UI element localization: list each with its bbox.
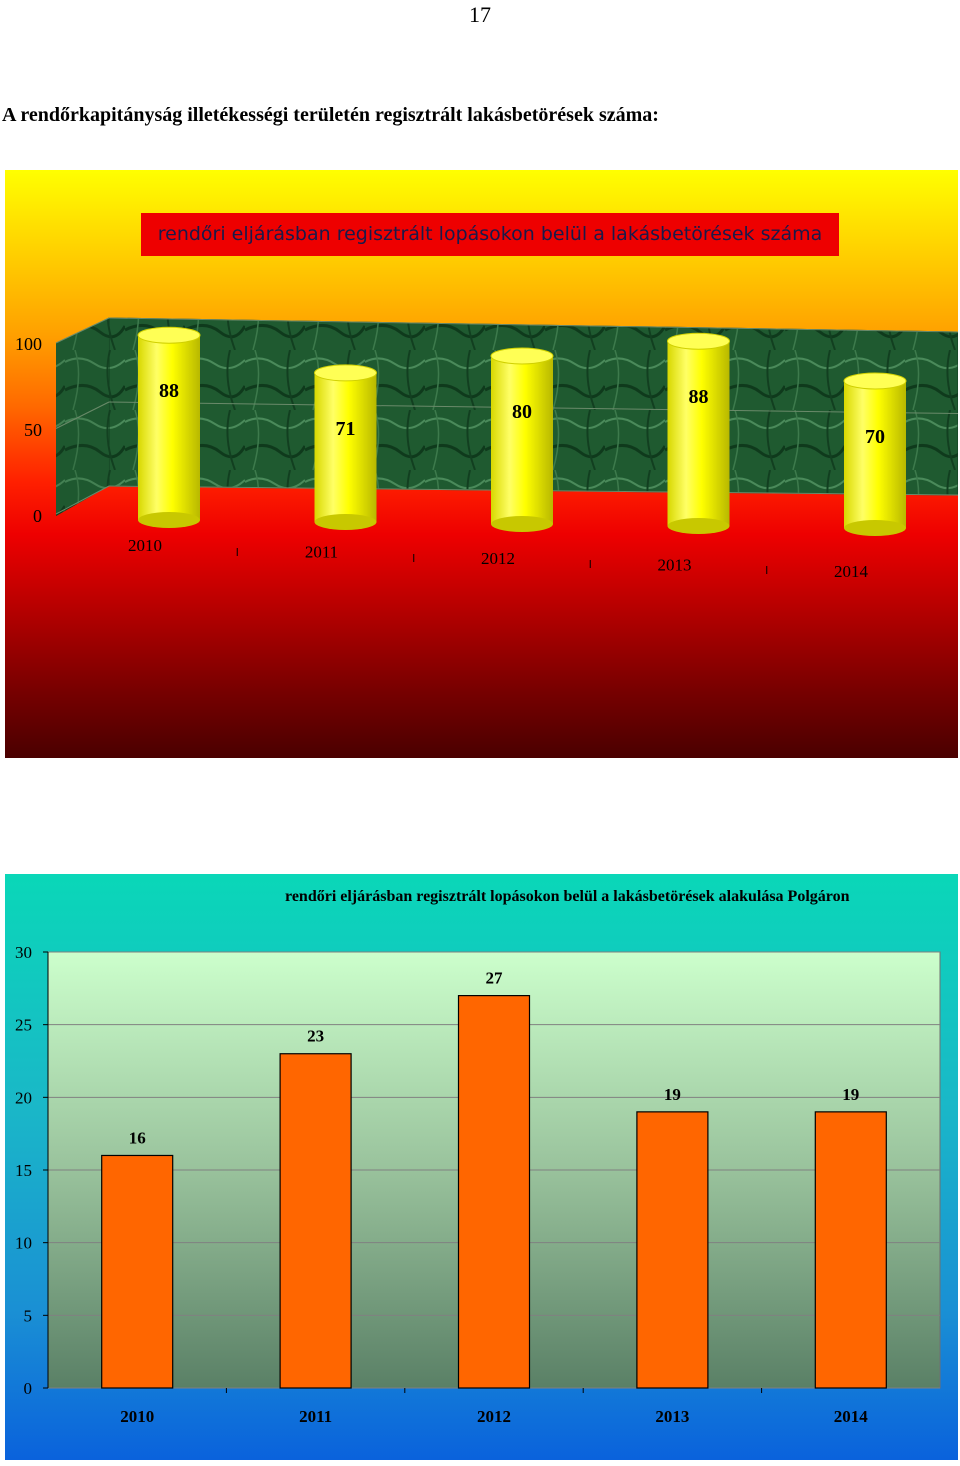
y-tick-label: 20 [15,1088,32,1107]
cylinder-top [314,364,377,382]
data-label: 80 [512,401,532,423]
cylinder-top [490,347,554,365]
cylinder-body [491,356,553,524]
y-tick-label: 30 [15,943,32,962]
y-tick-label: 15 [15,1161,32,1180]
cylinder-bar [314,364,377,530]
side-wall [56,318,109,516]
x-tick-label: 2010 [120,1407,154,1426]
cylinder-base [138,512,200,528]
cylinder-base [314,514,377,530]
y-tick-label: 50 [24,420,42,440]
data-label: 71 [336,418,356,440]
bar [101,1154,174,1389]
x-tick-label: 2010 [128,536,162,555]
y-tick-label: 10 [15,1234,32,1253]
cylinder-base [667,518,730,534]
gridline [55,485,110,515]
data-label: 88 [159,380,179,402]
cylinder-bar [843,372,907,536]
cylinder-bar [490,347,554,532]
bar [279,1053,352,1389]
data-label: 88 [689,386,709,408]
x-tick-label: 2014 [834,562,869,581]
y-tick-label: 0 [33,506,42,526]
cylinder-bar-chart: 0 50 100 88 2010 71 2011 80 2012 88 2013 70 2014 re… [5,170,958,758]
x-tick-label: 2013 [655,1407,689,1426]
gridline [55,401,110,429]
data-label: 16 [129,1128,146,1147]
gridline [108,317,958,333]
x-tick-label: 2011 [299,1407,332,1426]
cylinder-top [843,372,907,390]
cylinder-body [138,335,200,520]
y-tick-label: 5 [24,1306,33,1325]
cylinder-chart-canvas: 0 50 100 88 2010 71 2011 80 2012 88 2013 70 2014 [15,317,958,581]
gridline [55,317,110,344]
orange-bar-chart: 0 5 10 15 20 25 30 16 2010 23 2011 27 2012 19 2013 19 2… [5,874,958,1460]
cylinder-base [491,516,553,532]
bar-chart-canvas: 0 5 10 15 20 25 30 16 2010 23 2011 27 2012 19 2013 19 2… [15,943,941,1426]
x-tick-label: 2013 [658,556,692,575]
cylinder-body [667,341,730,526]
y-tick-label: 0 [24,1379,33,1398]
data-label: 27 [486,969,504,988]
x-tick-label: 2012 [477,1407,511,1426]
cylinder-top [137,326,201,344]
y-tick-label: 25 [15,1016,32,1035]
cylinder-bar [667,332,730,534]
x-tick-label: 2014 [834,1407,869,1426]
cylinder-base [844,520,906,536]
bar [636,1111,709,1389]
x-tick-label: 2012 [481,549,515,568]
chart-title: rendőri eljárásban regisztrált lopásokon… [285,888,850,905]
page-number: 17 [469,2,491,27]
bar [457,994,531,1389]
chart-title: rendőri eljárásban regisztrált lopásokon… [141,213,839,256]
bar [814,1111,887,1389]
cylinder-bar [137,326,201,528]
cylinder-body [314,372,377,522]
data-label: 19 [664,1085,681,1104]
data-label: 70 [865,426,885,448]
data-label: 23 [307,1027,324,1046]
cylinder-top [667,332,730,350]
x-tick-label: 2011 [305,543,338,562]
y-tick-label: 100 [15,334,42,354]
page-heading: A rendőrkapitányság illetékességi terüle… [2,104,659,126]
data-label: 19 [842,1085,859,1104]
cylinder-body [844,381,906,528]
